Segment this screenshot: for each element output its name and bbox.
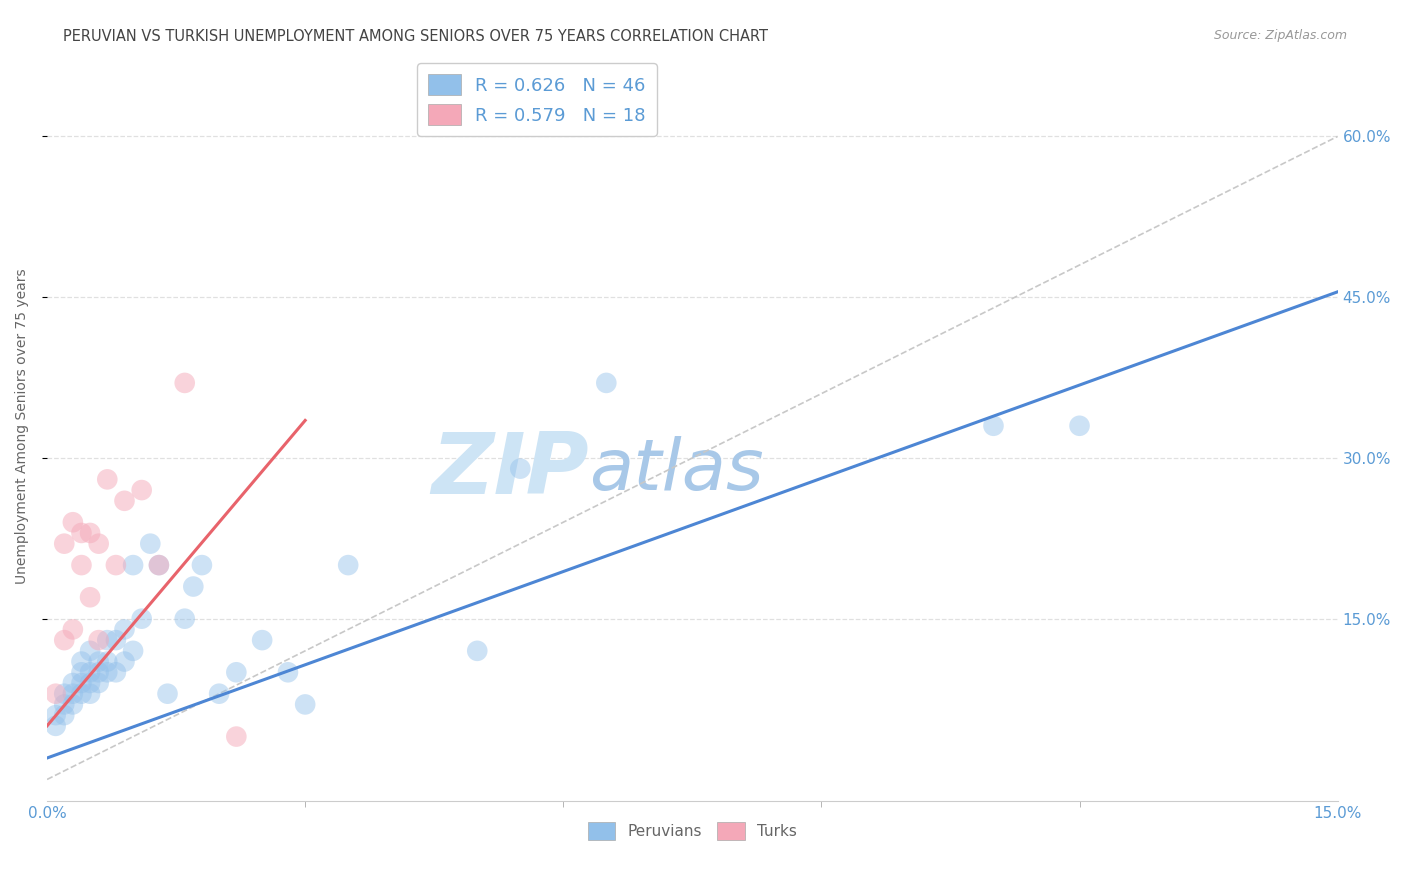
Point: [79, 644, 101, 658]
Point: [465, 644, 488, 658]
Text: atlas: atlas: [589, 436, 763, 505]
Point: [122, 558, 145, 573]
Point: [122, 644, 145, 658]
Point: [148, 558, 170, 573]
Point: [114, 655, 136, 669]
Point: [70, 558, 93, 573]
Y-axis label: Unemployment Among Seniors over 75 years: Unemployment Among Seniors over 75 years: [15, 268, 30, 583]
Point: [87, 633, 110, 648]
Point: [114, 493, 136, 508]
Point: [96, 665, 118, 680]
Point: [131, 612, 153, 626]
Point: [277, 665, 299, 680]
Point: [191, 558, 214, 573]
Point: [173, 612, 195, 626]
Point: [53, 708, 76, 723]
Point: [148, 558, 170, 573]
Point: [225, 665, 247, 680]
Text: Source: ZipAtlas.com: Source: ZipAtlas.com: [1213, 29, 1347, 42]
Point: [250, 633, 273, 648]
Point: [1069, 418, 1091, 433]
Text: PERUVIAN VS TURKISH UNEMPLOYMENT AMONG SENIORS OVER 75 YEARS CORRELATION CHART: PERUVIAN VS TURKISH UNEMPLOYMENT AMONG S…: [63, 29, 768, 44]
Point: [87, 655, 110, 669]
Point: [70, 676, 93, 690]
Point: [79, 687, 101, 701]
Point: [294, 698, 316, 712]
Point: [509, 461, 531, 475]
Point: [45, 687, 67, 701]
Point: [70, 655, 93, 669]
Point: [53, 536, 76, 550]
Point: [156, 687, 179, 701]
Point: [114, 623, 136, 637]
Point: [70, 665, 93, 680]
Point: [104, 665, 127, 680]
Point: [79, 665, 101, 680]
Point: [104, 633, 127, 648]
Point: [45, 708, 67, 723]
Point: [225, 730, 247, 744]
Point: [87, 536, 110, 550]
Text: ZIP: ZIP: [432, 429, 589, 512]
Point: [70, 525, 93, 540]
Point: [208, 687, 231, 701]
Point: [983, 418, 1005, 433]
Point: [79, 676, 101, 690]
Point: [53, 687, 76, 701]
Point: [337, 558, 360, 573]
Point: [181, 580, 204, 594]
Point: [62, 676, 84, 690]
Point: [62, 698, 84, 712]
Point: [87, 665, 110, 680]
Point: [53, 698, 76, 712]
Point: [96, 472, 118, 486]
Point: [79, 591, 101, 605]
Point: [131, 483, 153, 497]
Point: [62, 623, 84, 637]
Point: [104, 558, 127, 573]
Point: [139, 536, 162, 550]
Point: [96, 655, 118, 669]
Legend: Peruvians, Turks: Peruvians, Turks: [582, 816, 803, 846]
Point: [96, 633, 118, 648]
Point: [53, 633, 76, 648]
Point: [173, 376, 195, 390]
Point: [45, 719, 67, 733]
Point: [595, 376, 617, 390]
Point: [70, 687, 93, 701]
Point: [79, 525, 101, 540]
Point: [62, 687, 84, 701]
Point: [62, 515, 84, 529]
Point: [87, 676, 110, 690]
